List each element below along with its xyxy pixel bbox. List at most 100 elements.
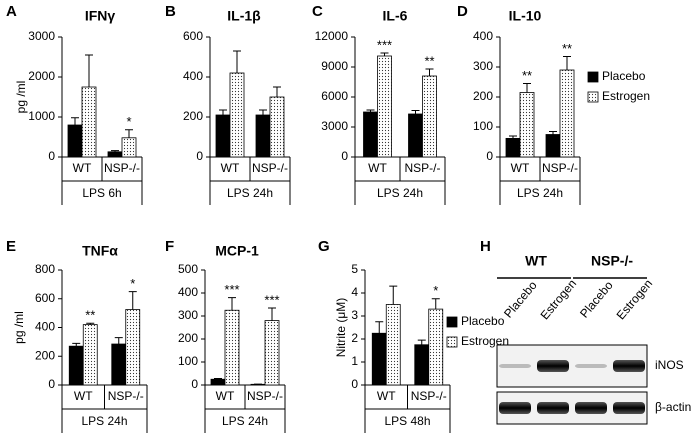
x-tick-label: WT bbox=[368, 161, 387, 175]
y-tick-label: 12000 bbox=[315, 29, 349, 43]
bar bbox=[269, 96, 285, 158]
panel-label: G bbox=[318, 238, 330, 255]
x-tick-label: NSP-/- bbox=[411, 389, 447, 403]
y-tick-label: 6000 bbox=[321, 89, 348, 103]
y-tick-label: 300 bbox=[178, 308, 198, 322]
significance-label: * bbox=[130, 276, 135, 291]
error-bar bbox=[411, 110, 420, 114]
significance-label: ** bbox=[424, 53, 434, 68]
panel-label: E bbox=[6, 238, 16, 255]
band bbox=[537, 402, 569, 414]
bar bbox=[255, 114, 271, 158]
error-bar bbox=[523, 83, 531, 93]
panel-title: IL-10 bbox=[509, 8, 542, 24]
bar bbox=[371, 332, 387, 386]
x-tick-label: WT bbox=[216, 389, 235, 403]
significance-label: ** bbox=[562, 41, 572, 56]
error-bar bbox=[72, 342, 81, 347]
bar bbox=[408, 113, 423, 158]
significance-label: *** bbox=[377, 37, 392, 52]
x-tick-label: WT bbox=[511, 161, 530, 175]
band bbox=[499, 364, 531, 368]
y-tick-label: 300 bbox=[473, 59, 493, 73]
bar bbox=[121, 137, 137, 158]
error-bar bbox=[219, 109, 227, 115]
error-bar bbox=[85, 54, 93, 87]
y-tick-label: 400 bbox=[473, 29, 493, 43]
error-bar bbox=[111, 150, 119, 152]
group-label: LPS 24h bbox=[227, 186, 273, 200]
bar bbox=[107, 151, 123, 158]
significance-label: ** bbox=[85, 308, 95, 323]
bar bbox=[125, 309, 141, 386]
y-tick-label: 0 bbox=[196, 149, 203, 163]
bar bbox=[428, 308, 444, 386]
legend-swatch bbox=[587, 71, 599, 83]
group-label: LPS 24h bbox=[377, 186, 423, 200]
error-bar bbox=[425, 68, 434, 76]
significance-label: ** bbox=[522, 68, 532, 83]
y-tick-label: 200 bbox=[35, 348, 55, 362]
bar bbox=[385, 304, 401, 386]
y-tick-label: 4 bbox=[351, 285, 358, 299]
lane-label: Placebo bbox=[501, 278, 540, 320]
error-bar bbox=[125, 129, 133, 138]
bar bbox=[422, 75, 437, 158]
y-axis-label: Nitrite (μM) bbox=[334, 298, 348, 358]
bar bbox=[229, 72, 245, 158]
legend-label: Placebo bbox=[602, 69, 646, 83]
y-tick-label: 400 bbox=[178, 285, 198, 299]
y-tick-label: 3 bbox=[351, 308, 358, 322]
significance-label: * bbox=[126, 114, 131, 129]
error-bar bbox=[563, 56, 571, 70]
band bbox=[499, 402, 531, 414]
bar bbox=[264, 320, 280, 386]
band bbox=[613, 402, 645, 414]
error-bar bbox=[509, 135, 517, 139]
y-tick-label: 100 bbox=[178, 354, 198, 368]
bar bbox=[224, 309, 240, 386]
group-label: LPS 24h bbox=[81, 414, 127, 428]
y-tick-label: 1 bbox=[351, 354, 358, 368]
bar bbox=[67, 124, 83, 158]
bar bbox=[210, 378, 226, 386]
x-tick-label: WT bbox=[221, 161, 240, 175]
y-tick-label: 3000 bbox=[321, 119, 348, 133]
panel-title: TNFα bbox=[82, 243, 118, 259]
y-tick-label: 400 bbox=[35, 320, 55, 334]
legend-swatch bbox=[587, 91, 599, 103]
group-label: NSP-/- bbox=[591, 253, 633, 269]
y-tick-label: 600 bbox=[35, 291, 55, 305]
lane-label: Estrogen bbox=[538, 277, 580, 323]
band bbox=[575, 402, 607, 414]
panel-label: H bbox=[480, 238, 491, 255]
y-axis-label: pg /ml bbox=[14, 81, 28, 114]
error-bar bbox=[417, 339, 426, 345]
y-tick-label: 0 bbox=[191, 377, 198, 391]
y-tick-label: 400 bbox=[183, 69, 203, 83]
group-label: WT bbox=[525, 253, 547, 269]
y-tick-label: 0 bbox=[48, 377, 55, 391]
significance-label: * bbox=[433, 283, 438, 298]
x-tick-label: NSP-/- bbox=[247, 389, 283, 403]
error-bar bbox=[431, 298, 440, 310]
bar bbox=[82, 324, 98, 386]
bar bbox=[505, 137, 521, 158]
bar bbox=[111, 343, 127, 386]
y-axis-label: pg /ml bbox=[12, 311, 26, 344]
error-bar bbox=[259, 109, 267, 115]
group-label: LPS 24h bbox=[517, 186, 563, 200]
error-bar bbox=[366, 109, 375, 112]
panel-title: IL-1β bbox=[227, 8, 261, 24]
x-tick-label: NSP-/- bbox=[252, 161, 288, 175]
bar bbox=[414, 344, 430, 386]
bar bbox=[559, 69, 575, 158]
x-tick-label: NSP-/- bbox=[104, 161, 140, 175]
legend-label: Placebo bbox=[461, 314, 505, 328]
panel-label: A bbox=[6, 3, 17, 20]
x-tick-label: NSP-/- bbox=[405, 161, 441, 175]
legend-swatch bbox=[446, 316, 458, 328]
bar bbox=[377, 55, 392, 158]
y-tick-label: 600 bbox=[183, 29, 203, 43]
y-tick-label: 200 bbox=[473, 89, 493, 103]
